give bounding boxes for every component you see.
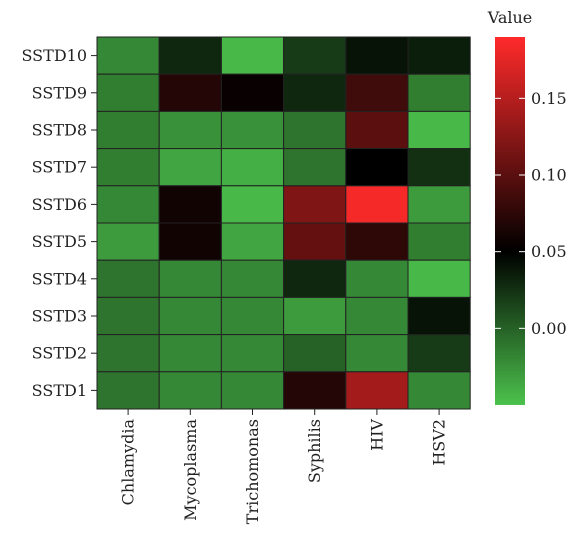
column-label: HSV2	[430, 419, 449, 466]
heatmap-cell	[96, 110, 160, 150]
heatmap-cell	[283, 222, 347, 261]
heatmap-cell	[220, 148, 285, 187]
heatmap-cell	[158, 185, 222, 224]
legend-tick-label: 0.10	[531, 166, 567, 185]
heatmap-cell	[96, 296, 160, 336]
heatmap-cell	[158, 36, 222, 75]
column-labels: Chlamydia Mycoplasma Trichomonas Syphilis HI…	[119, 409, 449, 524]
heatmap-cell	[407, 185, 471, 224]
legend-tick-label: 0.15	[531, 89, 567, 108]
row-label: SSTD4	[32, 269, 87, 288]
heatmap-cell	[96, 222, 160, 261]
heatmap-cell	[96, 185, 160, 224]
heatmap-cell	[220, 110, 285, 150]
heatmap-cell	[407, 148, 471, 187]
heatmap-cell	[96, 148, 160, 187]
heatmap-cell	[407, 73, 471, 112]
heatmap-cell	[220, 185, 285, 224]
heatmap-cell	[345, 222, 409, 261]
heatmap-cell	[407, 222, 471, 261]
heatmap-cell	[407, 296, 471, 336]
heatmap-cells	[96, 36, 471, 410]
column-label: Mycoplasma	[181, 419, 200, 521]
heatmap-cell	[345, 185, 409, 224]
heatmap-cell	[283, 371, 347, 410]
heatmap-cell	[283, 36, 347, 75]
legend-color-bar	[495, 37, 525, 405]
heatmap-cell	[220, 371, 285, 410]
color-legend: Value 0.00 0.05 0.10 0.15	[487, 8, 567, 405]
legend-ticks: 0.00 0.05 0.10 0.15	[495, 89, 567, 338]
legend-tick-label: 0.05	[531, 242, 567, 261]
row-label: SSTD9	[32, 83, 87, 102]
heatmap-cell	[407, 110, 471, 150]
heatmap-cell	[345, 148, 409, 187]
heatmap-cell	[345, 371, 409, 410]
heatmap-cell	[345, 259, 409, 298]
column-label: Trichomonas	[243, 419, 262, 524]
column-label: Chlamydia	[119, 419, 138, 506]
heatmap-cell	[283, 259, 347, 298]
heatmap-cell	[345, 334, 409, 373]
heatmap-cell	[220, 73, 285, 112]
heatmap-cell	[283, 110, 347, 150]
row-label: SSTD7	[32, 158, 87, 177]
heatmap-cell	[158, 110, 222, 150]
heatmap-cell	[407, 371, 471, 410]
row-label: SSTD8	[32, 121, 87, 140]
heatmap-cell	[158, 334, 222, 373]
row-label: SSTD5	[32, 232, 87, 251]
row-label: SSTD10	[22, 46, 88, 65]
heatmap-cell	[283, 185, 347, 224]
heatmap-cell	[345, 296, 409, 336]
legend-tick-label: 0.00	[531, 319, 567, 338]
heatmap-cell	[96, 334, 160, 373]
heatmap-cell	[96, 371, 160, 410]
heatmap-cell	[345, 36, 409, 75]
row-label: SSTD2	[32, 344, 87, 363]
heatmap-cell	[283, 296, 347, 336]
row-label: SSTD3	[32, 307, 87, 326]
heatmap-cell	[158, 222, 222, 261]
heatmap-cell	[283, 334, 347, 373]
row-labels: SSTD10 SSTD9 SSTD8 SSTD7 SSTD6 SSTD5 SSTD4 SSTD…	[22, 46, 97, 400]
heatmap-cell	[96, 259, 160, 298]
heatmap-cell	[158, 296, 222, 336]
legend-title: Value	[487, 8, 533, 27]
heatmap-cell	[96, 73, 160, 112]
column-label: Syphilis	[305, 419, 324, 483]
heatmap-cell	[220, 296, 285, 336]
heatmap-cell	[407, 334, 471, 373]
heatmap-cell	[158, 148, 222, 187]
heatmap-cell	[345, 110, 409, 150]
heatmap-cell	[407, 36, 471, 75]
heatmap-cell	[158, 371, 222, 410]
heatmap-cell	[220, 222, 285, 261]
heatmap-cell	[407, 259, 471, 298]
heatmap-cell	[158, 259, 222, 298]
heatmap-cell	[220, 259, 285, 298]
heatmap-cell	[283, 148, 347, 187]
heatmap-cell	[96, 36, 160, 75]
heatmap-cell	[345, 73, 409, 112]
heatmap-cell	[220, 334, 285, 373]
row-label: SSTD1	[32, 381, 87, 400]
heatmap-cell	[220, 36, 285, 75]
row-label: SSTD6	[32, 195, 87, 214]
heatmap-cell	[158, 73, 222, 112]
column-label: HIV	[367, 419, 386, 451]
heatmap-cell	[283, 73, 347, 112]
